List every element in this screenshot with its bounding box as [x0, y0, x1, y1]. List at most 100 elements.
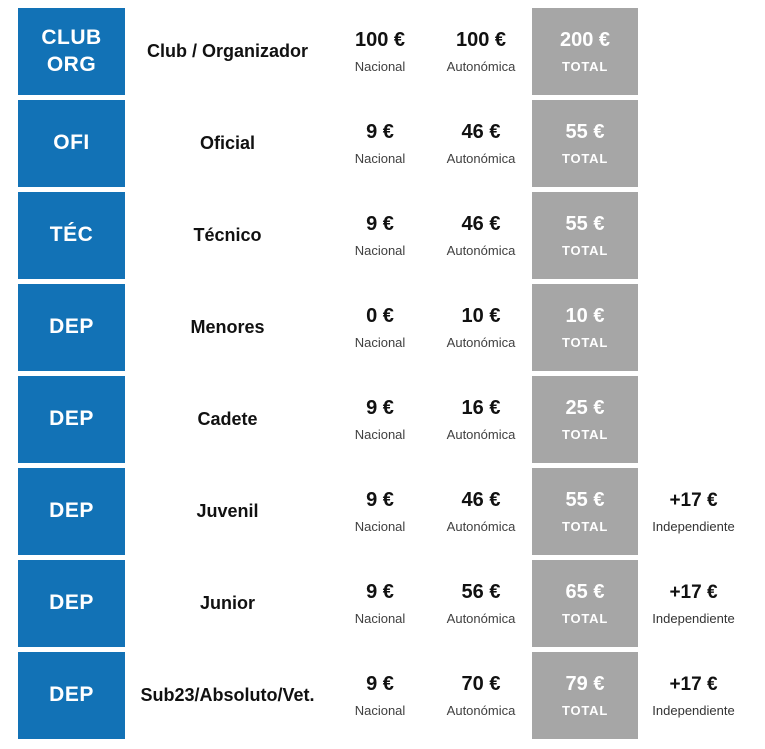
total-price: 55 € [565, 121, 605, 143]
nacional-label: Nacional [354, 151, 406, 166]
license-label: Técnico [193, 225, 262, 245]
nacional-cell: 100 € Nacional [330, 8, 430, 95]
autonomica-price: 16 € [461, 397, 501, 419]
independiente-cell [638, 192, 749, 279]
fee-row: DEP Junior 9 € Nacional 56 € Autonómica … [18, 560, 765, 647]
autonomica-cell: 46 € Autonómica [430, 468, 532, 555]
independiente-cell [638, 376, 749, 463]
license-label: Oficial [199, 133, 256, 153]
autonomica-cell: 46 € Autonómica [430, 192, 532, 279]
license-name-cell: Junior [125, 560, 330, 647]
nacional-label: Nacional [354, 335, 406, 350]
nacional-label: Nacional [354, 59, 406, 74]
autonomica-cell: 46 € Autonómica [430, 100, 532, 187]
total-price: 55 € [565, 489, 605, 511]
total-price: 10 € [565, 305, 605, 327]
total-box: 55 € TOTAL [532, 468, 638, 555]
fee-row: TÉC Técnico 9 € Nacional 46 € Autonómica… [18, 192, 765, 279]
autonomica-label: Autonómica [446, 427, 516, 442]
fee-row: DEP Sub23/Absoluto/Vet. 9 € Nacional 70 … [18, 652, 765, 739]
autonomica-cell: 70 € Autonómica [430, 652, 532, 739]
license-label: Club / Organizador [146, 41, 308, 61]
fee-row: DEP Juvenil 9 € Nacional 46 € Autonómica… [18, 468, 765, 555]
fee-row: OFI Oficial 9 € Nacional 46 € Autonómica… [18, 100, 765, 187]
nacional-cell: 9 € Nacional [330, 100, 430, 187]
autonomica-label: Autonómica [446, 59, 516, 74]
fee-row: DEP Cadete 9 € Nacional 16 € Autonómica … [18, 376, 765, 463]
category-badge: DEP [18, 560, 125, 647]
nacional-price: 9 € [366, 489, 394, 511]
nacional-label: Nacional [354, 519, 406, 534]
license-name-cell: Oficial [125, 100, 330, 187]
total-price: 200 € [559, 29, 611, 51]
autonomica-cell: 16 € Autonómica [430, 376, 532, 463]
total-price: 79 € [565, 673, 605, 695]
category-badge: DEP [18, 468, 125, 555]
total-label: TOTAL [561, 703, 609, 718]
autonomica-label: Autonómica [446, 243, 516, 258]
total-label: TOTAL [561, 59, 609, 74]
total-box: 79 € TOTAL [532, 652, 638, 739]
license-label: Junior [199, 593, 255, 613]
license-name-cell: Juvenil [125, 468, 330, 555]
independiente-cell [638, 284, 749, 371]
independiente-cell: +17 € Independiente [638, 652, 749, 739]
nacional-price: 0 € [366, 305, 394, 327]
independiente-price: +17 € [669, 489, 718, 511]
independiente-price: +17 € [669, 673, 718, 695]
autonomica-price: 46 € [461, 489, 501, 511]
autonomica-price: 46 € [461, 121, 501, 143]
total-box: 55 € TOTAL [532, 192, 638, 279]
independiente-cell [638, 100, 749, 187]
license-label: Juvenil [196, 501, 259, 521]
nacional-price: 9 € [366, 121, 394, 143]
total-label: TOTAL [561, 427, 609, 442]
category-badge: CLUB ORG [18, 8, 125, 95]
autonomica-label: Autonómica [446, 335, 516, 350]
total-box: 10 € TOTAL [532, 284, 638, 371]
category-badge: DEP [18, 284, 125, 371]
total-box: 55 € TOTAL [532, 100, 638, 187]
nacional-label: Nacional [354, 243, 406, 258]
category-badge: OFI [18, 100, 125, 187]
nacional-price: 9 € [366, 673, 394, 695]
independiente-price: +17 € [669, 581, 718, 603]
category-badge: DEP [18, 376, 125, 463]
independiente-label: Independiente [652, 702, 735, 718]
license-name-cell: Club / Organizador [125, 8, 330, 95]
independiente-cell: +17 € Independiente [638, 468, 749, 555]
nacional-price: 100 € [354, 29, 406, 51]
fee-row: CLUB ORG Club / Organizador 100 € Nacion… [18, 8, 765, 95]
nacional-cell: 9 € Nacional [330, 468, 430, 555]
autonomica-price: 10 € [461, 305, 501, 327]
nacional-cell: 0 € Nacional [330, 284, 430, 371]
independiente-label: Independiente [652, 518, 735, 534]
autonomica-label: Autonómica [446, 611, 516, 626]
autonomica-cell: 56 € Autonómica [430, 560, 532, 647]
autonomica-cell: 100 € Autonómica [430, 8, 532, 95]
nacional-cell: 9 € Nacional [330, 652, 430, 739]
license-name-cell: Cadete [125, 376, 330, 463]
autonomica-label: Autonómica [446, 151, 516, 166]
total-price: 55 € [565, 213, 605, 235]
license-label: Sub23/Absoluto/Vet. [140, 685, 315, 705]
nacional-cell: 9 € Nacional [330, 560, 430, 647]
license-label: Cadete [197, 409, 258, 429]
total-box: 65 € TOTAL [532, 560, 638, 647]
total-label: TOTAL [561, 611, 609, 626]
category-badge: TÉC [18, 192, 125, 279]
nacional-price: 9 € [366, 581, 394, 603]
autonomica-cell: 10 € Autonómica [430, 284, 532, 371]
total-box: 200 € TOTAL [532, 8, 638, 95]
total-price: 65 € [565, 581, 605, 603]
autonomica-label: Autonómica [446, 519, 516, 534]
license-label: Menores [190, 317, 265, 337]
total-label: TOTAL [561, 519, 609, 534]
independiente-label: Independiente [652, 610, 735, 626]
independiente-cell [638, 8, 749, 95]
autonomica-price: 100 € [455, 29, 507, 51]
autonomica-label: Autonómica [446, 703, 516, 718]
nacional-cell: 9 € Nacional [330, 192, 430, 279]
autonomica-price: 70 € [461, 673, 501, 695]
